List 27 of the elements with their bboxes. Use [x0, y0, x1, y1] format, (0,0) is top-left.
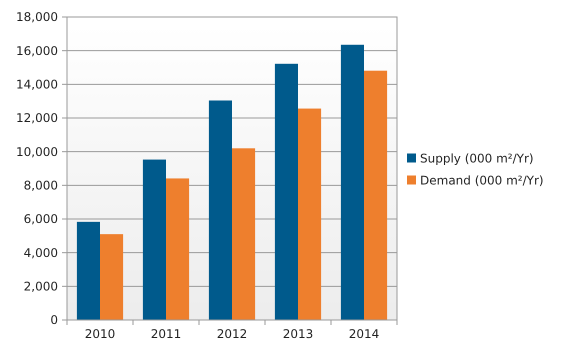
- x-tick-label: 2014: [348, 327, 380, 341]
- y-tick-label: 16,000: [16, 44, 58, 58]
- bar: [274, 64, 298, 320]
- y-tick-label: 6,000: [24, 212, 58, 226]
- y-tick-label: 12,000: [16, 111, 58, 126]
- bar: [208, 100, 232, 320]
- bar: [232, 148, 256, 320]
- bar: [298, 108, 322, 320]
- y-tick-label: 2,000: [24, 280, 58, 294]
- y-tick-label: 10,000: [16, 144, 58, 159]
- x-tick-label: 2011: [150, 327, 182, 341]
- x-tick-label: 2010: [84, 327, 116, 341]
- bar: [142, 160, 166, 320]
- legend-label: Demand (000 m²/Yr): [420, 174, 544, 188]
- y-tick-label: 4,000: [24, 246, 58, 260]
- bar: [100, 234, 124, 320]
- x-tick-label: 2012: [216, 327, 248, 341]
- y-tick-label: 8,000: [24, 178, 58, 193]
- bar: [340, 44, 364, 320]
- legend-label: Supply (000 m²/Yr): [420, 152, 534, 166]
- y-tick-label: 14,000: [16, 78, 58, 92]
- bar: [166, 178, 190, 320]
- x-tick-label: 2013: [282, 327, 314, 341]
- bar: [76, 222, 100, 320]
- y-tick-label: 0: [50, 313, 58, 328]
- y-tick-label: 18,000: [16, 10, 58, 24]
- bar: [364, 70, 388, 320]
